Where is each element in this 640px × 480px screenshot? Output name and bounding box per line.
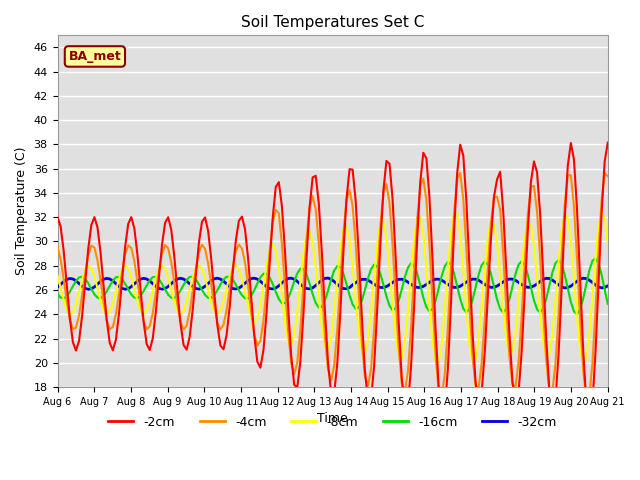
Title: Soil Temperatures Set C: Soil Temperatures Set C [241,15,424,30]
X-axis label: Time: Time [317,412,348,425]
Y-axis label: Soil Temperature (C): Soil Temperature (C) [15,147,28,276]
Legend: -2cm, -4cm, -8cm, -16cm, -32cm: -2cm, -4cm, -8cm, -16cm, -32cm [104,410,562,433]
Text: BA_met: BA_met [68,50,122,63]
